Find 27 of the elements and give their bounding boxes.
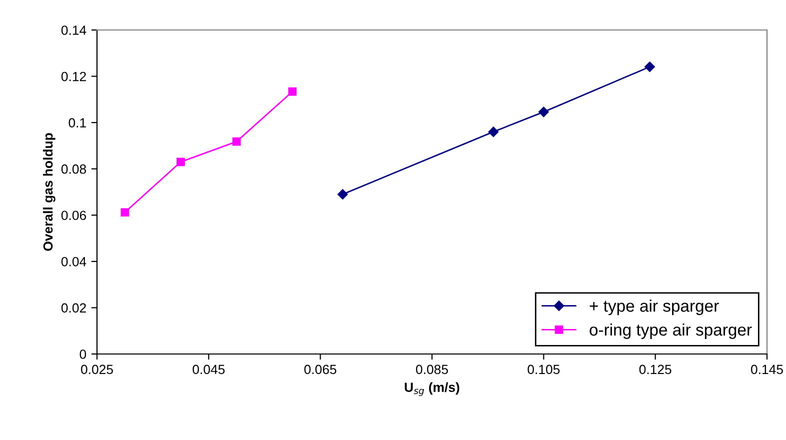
- point: [288, 87, 297, 96]
- x-tick-label: 0.125: [639, 364, 672, 374]
- x-axis-title: U$_{sg}$ (m/s): [404, 382, 460, 396]
- x-tick-label: 0.085: [416, 364, 448, 374]
- y-tick-label: 0.08: [61, 164, 86, 174]
- point: [538, 106, 549, 118]
- point: [120, 208, 130, 217]
- x-tick-label: 0.045: [192, 364, 225, 374]
- x-tick-label: 0.065: [304, 364, 336, 374]
- y-tick-label: 0.02: [61, 303, 86, 313]
- legend-label: o-ring type air sparger: [590, 323, 752, 339]
- y-tick-label: 0.14: [61, 26, 86, 35]
- x-tick-label: 0.105: [528, 364, 560, 374]
- y-tick-label: 0.04: [61, 256, 86, 266]
- legend-label: + type air sparger: [590, 300, 719, 316]
- x-tick-label: 0.145: [751, 364, 783, 374]
- point: [488, 126, 499, 137]
- y-tick-label: 0.06: [61, 210, 86, 220]
- point: [232, 137, 241, 146]
- y-axis-title: Overall gas holdup: [42, 133, 56, 251]
- y-tick-label: 0.12: [61, 72, 86, 82]
- y-tick-label: 0.1: [68, 118, 86, 128]
- point: [338, 189, 348, 200]
- x-tick-label: 0.025: [81, 364, 113, 374]
- point: [644, 62, 655, 72]
- point: [176, 158, 185, 166]
- y-tick-label: 0: [80, 350, 86, 359]
